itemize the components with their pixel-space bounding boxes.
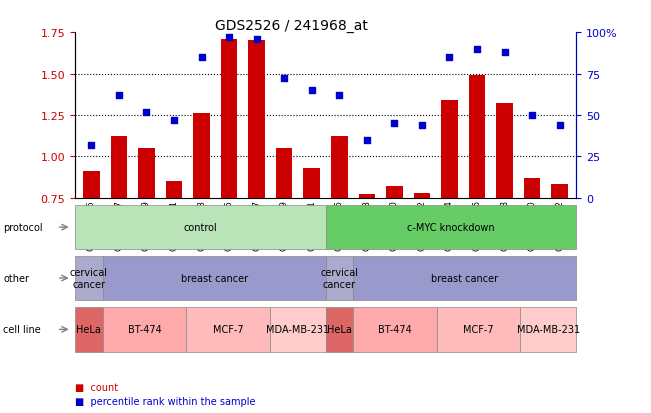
Point: [472, 46, 482, 53]
Bar: [551, 185, 568, 322]
Bar: [386, 187, 402, 322]
Bar: [331, 137, 348, 322]
Bar: [249, 41, 265, 322]
Text: other: other: [3, 273, 29, 283]
Point: [334, 93, 344, 99]
Text: MCF-7: MCF-7: [464, 325, 494, 335]
Point: [114, 93, 124, 99]
Text: breast cancer: breast cancer: [180, 273, 247, 283]
Point: [141, 109, 152, 116]
Point: [86, 142, 96, 149]
Bar: [441, 101, 458, 322]
Text: GDS2526 / 241968_at: GDS2526 / 241968_at: [215, 19, 368, 33]
Bar: [524, 178, 540, 322]
Bar: [359, 195, 375, 322]
Text: MCF-7: MCF-7: [213, 325, 243, 335]
Bar: [303, 169, 320, 322]
Text: BT-474: BT-474: [128, 325, 161, 335]
Text: HeLa: HeLa: [76, 325, 101, 335]
Point: [279, 76, 290, 83]
Bar: [83, 172, 100, 322]
Point: [444, 55, 454, 61]
Bar: [221, 40, 238, 322]
Bar: [111, 137, 127, 322]
Point: [224, 35, 234, 41]
Bar: [166, 182, 182, 322]
Text: protocol: protocol: [3, 223, 43, 233]
Point: [555, 122, 565, 129]
Point: [417, 122, 427, 129]
Text: cervical
cancer: cervical cancer: [70, 268, 108, 289]
Text: HeLa: HeLa: [327, 325, 352, 335]
Text: c-MYC knockdown: c-MYC knockdown: [407, 223, 495, 233]
Bar: [276, 149, 292, 322]
Bar: [496, 104, 513, 322]
Point: [251, 36, 262, 43]
Text: control: control: [184, 223, 217, 233]
Text: cervical
cancer: cervical cancer: [320, 268, 359, 289]
Text: ■  count: ■ count: [75, 382, 118, 392]
Point: [307, 88, 317, 94]
Point: [499, 50, 510, 56]
Text: BT-474: BT-474: [378, 325, 412, 335]
Bar: [413, 193, 430, 322]
Point: [169, 117, 179, 124]
Text: cell line: cell line: [3, 325, 41, 335]
Text: breast cancer: breast cancer: [431, 273, 498, 283]
Bar: [138, 149, 155, 322]
Text: MDA-MB-231: MDA-MB-231: [266, 325, 329, 335]
Text: MDA-MB-231: MDA-MB-231: [517, 325, 580, 335]
Point: [197, 55, 207, 61]
Point: [389, 121, 400, 127]
Point: [361, 137, 372, 144]
Point: [527, 112, 537, 119]
Text: ■  percentile rank within the sample: ■ percentile rank within the sample: [75, 396, 255, 406]
Bar: [193, 114, 210, 322]
Bar: [469, 76, 485, 322]
